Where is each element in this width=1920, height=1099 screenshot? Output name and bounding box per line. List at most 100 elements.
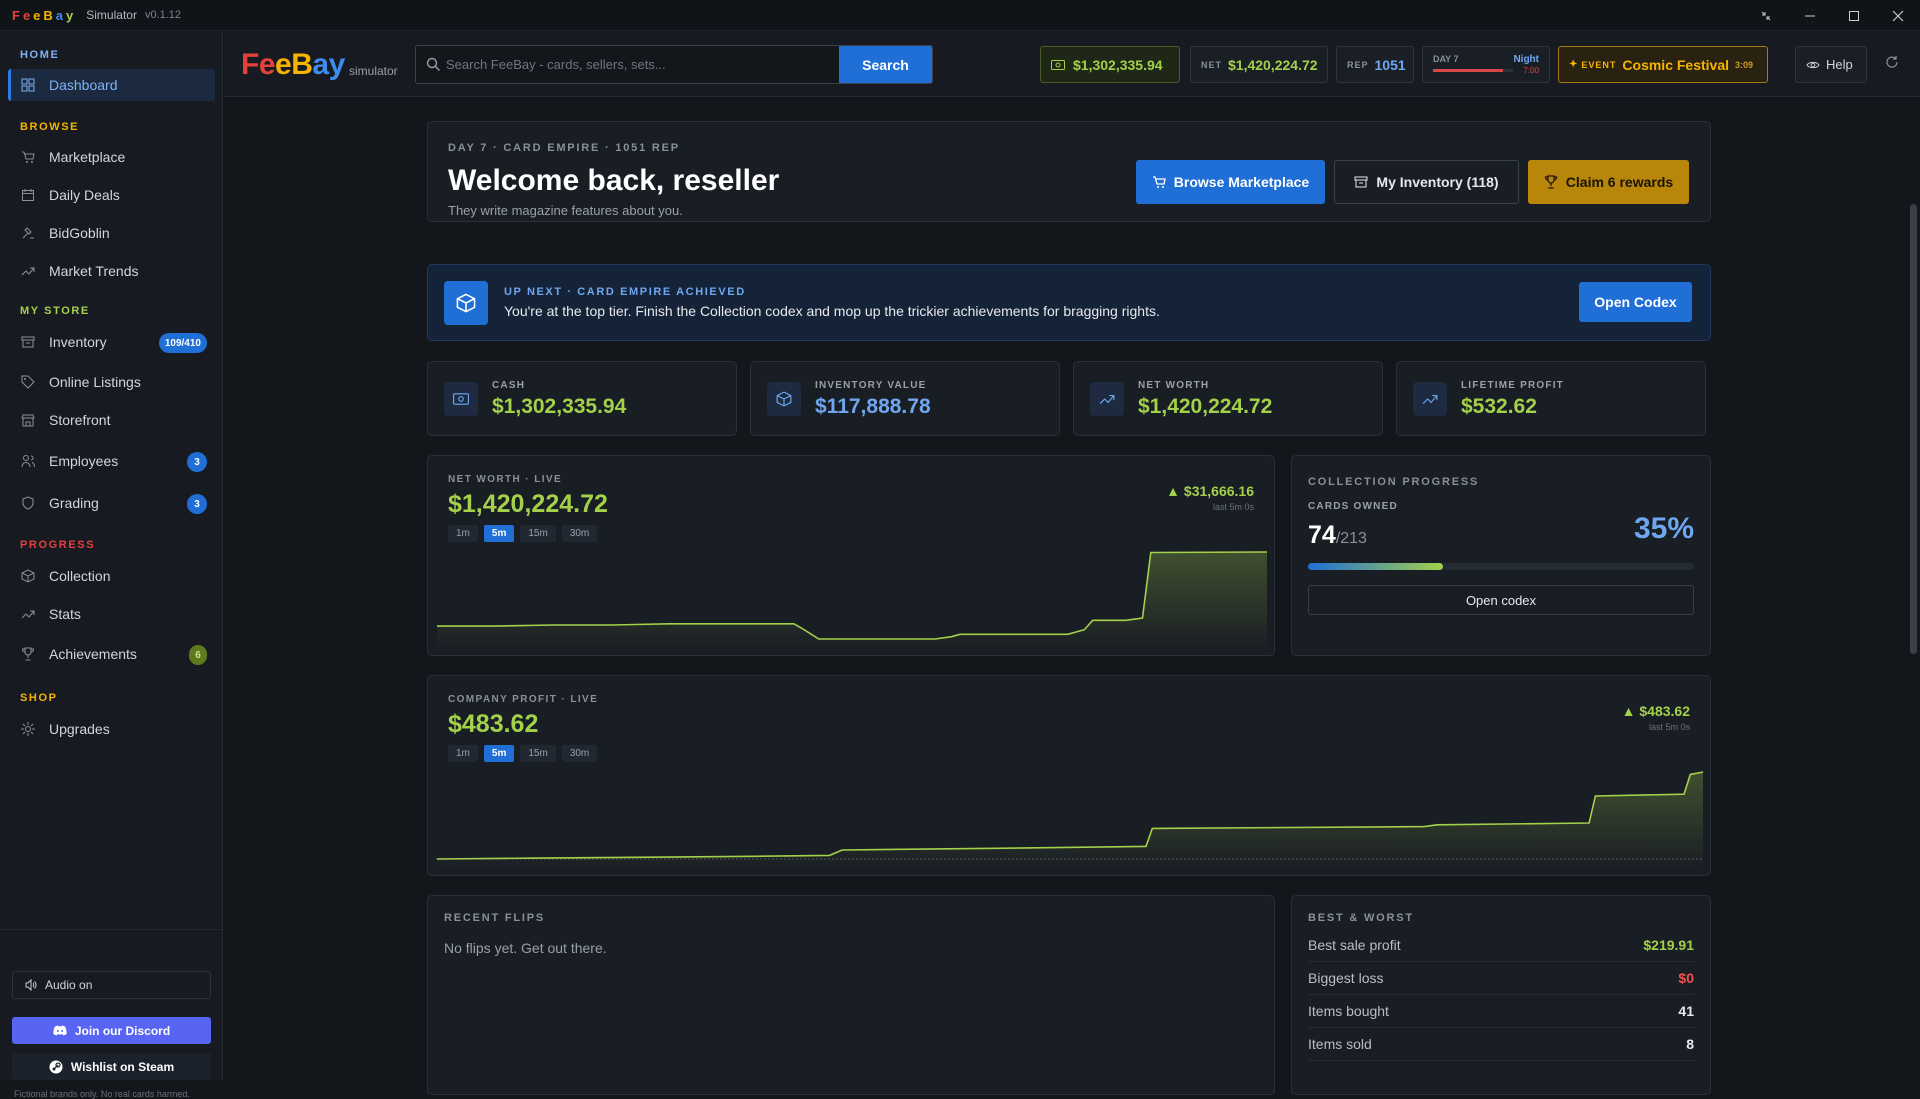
range-15m[interactable]: 15m <box>520 525 556 542</box>
close-icon[interactable] <box>1876 0 1920 31</box>
open-codex-small-button[interactable]: Open codex <box>1308 585 1694 615</box>
eye-icon <box>1806 60 1820 70</box>
help-label: Help <box>1826 57 1853 72</box>
maximize-icon[interactable] <box>1832 0 1876 31</box>
sidebar-item-market-trends[interactable]: Market Trends <box>8 255 215 287</box>
sidebar-item-daily-deals[interactable]: Daily Deals <box>8 179 215 211</box>
help-button[interactable]: Help <box>1795 46 1867 83</box>
cube-icon <box>767 382 801 416</box>
sidebar-item-upgrades[interactable]: Upgrades <box>8 713 215 745</box>
search-button[interactable]: Search <box>839 46 932 83</box>
sidebar-item-employees[interactable]: Employees 3 <box>8 445 215 477</box>
collection-eyebrow: COLLECTION PROGRESS <box>1308 476 1480 488</box>
day-clock-pill[interactable]: DAY 7 Night 7:00 <box>1422 46 1550 83</box>
net-worth-delta: ▲ $31,666.16 <box>1166 483 1254 499</box>
sidebar-item-collection[interactable]: Collection <box>8 560 215 592</box>
stat-card: INVENTORY VALUE $117,888.78 <box>750 361 1060 436</box>
company-profit-chart-card: COMPANY PROFIT · LIVE $483.62 1m 5m 15m … <box>427 675 1711 876</box>
range-15m[interactable]: 15m <box>520 745 556 762</box>
title-bar: FeeBay Simulator v0.1.12 <box>0 0 1920 31</box>
search-input[interactable] <box>446 46 836 83</box>
sidebar-item-storefront[interactable]: Storefront <box>8 404 215 436</box>
net-worth-chart-value: $1,420,224.72 <box>448 490 608 518</box>
rep-pill[interactable]: REP 1051 <box>1336 46 1414 83</box>
trophy-icon <box>1544 175 1558 189</box>
sidebar-item-label: Market Trends <box>49 263 139 279</box>
row-label: Best sale profit <box>1308 937 1401 953</box>
range-1m[interactable]: 1m <box>448 745 478 762</box>
achievements-count-badge: 6 <box>189 645 207 665</box>
row-label: Items sold <box>1308 1036 1372 1052</box>
steam-button[interactable]: Wishlist on Steam <box>12 1053 211 1080</box>
browse-marketplace-button[interactable]: Browse Marketplace <box>1136 160 1325 204</box>
archive-icon <box>20 334 36 350</box>
range-1m[interactable]: 1m <box>448 525 478 542</box>
discord-icon <box>53 1025 67 1036</box>
cash-icon <box>1051 59 1065 70</box>
stat-value: $117,888.78 <box>815 395 931 418</box>
sidebar-item-dashboard[interactable]: Dashboard <box>8 69 215 101</box>
event-timer: 3:09 <box>1735 59 1754 70</box>
sidebar-item-marketplace[interactable]: Marketplace <box>8 141 215 173</box>
trend-up-icon <box>1090 382 1124 416</box>
range-30m[interactable]: 30m <box>561 745 598 762</box>
chart-area <box>437 772 1703 871</box>
stat-label: CASH <box>492 380 526 391</box>
sidebar-item-stats[interactable]: Stats <box>8 598 215 630</box>
stat-label: LIFETIME PROFIT <box>1461 380 1564 391</box>
sidebar-item-bidgoblin[interactable]: BidGoblin <box>8 217 215 249</box>
company-profit-eyebrow: COMPANY PROFIT · LIVE <box>448 694 599 705</box>
cash-pill[interactable]: $1,302,335.94 <box>1040 46 1180 83</box>
main-scrollbar[interactable] <box>1910 204 1917 654</box>
sidebar-item-label: Upgrades <box>49 721 110 737</box>
collection-progress-card: COLLECTION PROGRESS CARDS OWNED 74/213 3… <box>1291 455 1711 656</box>
sidebar-item-label: Achievements <box>49 646 137 662</box>
discord-label: Join our Discord <box>74 1023 171 1038</box>
stat-card: NET WORTH $1,420,224.72 <box>1073 361 1383 436</box>
sidebar-item-online-listings[interactable]: Online Listings <box>8 366 215 398</box>
dashboard-main: DAY 7 · CARD EMPIRE · 1051 REP Welcome b… <box>224 97 1920 1095</box>
company-profit-chart <box>436 771 1704 871</box>
feebay-logo[interactable]: FeeBay <box>241 48 345 81</box>
sidebar-item-grading[interactable]: Grading 3 <box>8 487 215 519</box>
titlebar-logo: FeeBay <box>12 7 77 23</box>
titlebar-app-name: Simulator <box>86 8 137 22</box>
row-value: $219.91 <box>1643 937 1694 953</box>
my-inventory-label: My Inventory (118) <box>1376 174 1499 190</box>
collection-percent: 35% <box>1633 512 1694 545</box>
claim-rewards-button[interactable]: Claim 6 rewards <box>1528 160 1689 204</box>
refresh-icon[interactable] <box>1885 55 1899 69</box>
net-worth-pill[interactable]: NET $1,420,224.72 <box>1190 46 1328 83</box>
event-pill[interactable]: ✦ EVENT Cosmic Festival 3:09 <box>1558 46 1768 83</box>
sidebar-section-progress: PROGRESS <box>20 539 96 551</box>
calendar-icon <box>20 187 36 203</box>
sidebar: HOME Dashboard BROWSE Marketplace Daily … <box>0 31 223 1099</box>
sidebar-item-label: Grading <box>49 495 99 511</box>
cash-icon <box>444 382 478 416</box>
audio-toggle[interactable]: Audio on <box>12 971 211 999</box>
up-next-text: You're at the top tier. Finish the Colle… <box>504 303 1160 319</box>
sidebar-section-browse: BROWSE <box>20 121 80 133</box>
discord-button[interactable]: Join our Discord <box>12 1017 211 1044</box>
employees-count-badge: 3 <box>187 452 207 472</box>
best-worst-card: BEST & WORST Best sale profit $219.91 Bigg… <box>1291 895 1711 1095</box>
range-5m[interactable]: 5m <box>483 745 515 762</box>
company-profit-delta: ▲ $483.62 <box>1621 703 1690 719</box>
storefront-icon <box>20 412 36 428</box>
range-30m[interactable]: 30m <box>561 525 598 542</box>
minimize-icon[interactable] <box>1788 0 1832 31</box>
shield-icon <box>20 495 36 511</box>
event-label: EVENT <box>1581 59 1617 70</box>
sidebar-item-inventory[interactable]: Inventory 109/410 <box>8 326 215 358</box>
best-worst-eyebrow: BEST & WORST <box>1308 912 1414 924</box>
time-clock: 7:00 <box>1523 66 1539 75</box>
collection-progress-fill <box>1308 563 1444 570</box>
chart-area <box>437 552 1267 651</box>
my-inventory-button[interactable]: My Inventory (118) <box>1334 160 1519 204</box>
range-5m[interactable]: 5m <box>483 525 515 542</box>
welcome-eyebrow: DAY 7 · CARD EMPIRE · 1051 REP <box>448 142 680 154</box>
sidebar-item-achievements[interactable]: Achievements 6 <box>8 638 215 670</box>
cards-total-value: /213 <box>1335 530 1367 547</box>
open-codex-button[interactable]: Open Codex <box>1579 282 1692 322</box>
shrink-icon[interactable] <box>1744 0 1788 31</box>
